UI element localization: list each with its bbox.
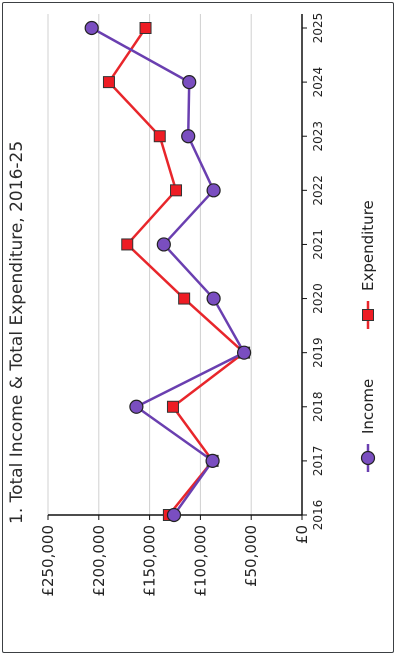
expenditure-legend-marker <box>362 309 374 321</box>
year-tick-label: 2016 <box>311 500 325 531</box>
income-line <box>91 26 246 516</box>
year-tick-label: 2022 <box>311 175 325 206</box>
income-legend-marker <box>360 450 376 466</box>
value-tick-label: £150,000 <box>141 525 159 597</box>
income-legend-label: Income <box>359 379 377 434</box>
year-tick-label: 2020 <box>311 283 325 314</box>
value-tick-label: £50,000 <box>242 525 260 587</box>
expenditure-point <box>102 76 115 89</box>
expenditure-point <box>178 292 191 305</box>
income-point <box>156 237 171 252</box>
year-tick-label: 2024 <box>311 67 325 98</box>
year-axis-ticks: 2016 2017 2018 2019 2020 2021 2022 2023 2024 2025 <box>302 13 325 531</box>
series-layer <box>84 20 252 523</box>
year-tick-label: 2019 <box>311 337 325 368</box>
income-point <box>182 75 197 90</box>
income-point <box>236 345 252 360</box>
income-point <box>206 183 221 198</box>
expenditure-point <box>139 22 152 34</box>
expenditure-legend-label: Expenditure <box>359 200 377 291</box>
expenditure-line <box>107 27 246 516</box>
legend: Income Expenditure <box>359 200 377 472</box>
axes <box>48 14 303 516</box>
expenditure-point <box>166 400 179 413</box>
year-tick-label: 2017 <box>311 446 325 477</box>
gridlines <box>47 14 252 515</box>
chart-frame <box>2 2 394 653</box>
income-point <box>84 20 99 36</box>
year-tick-label: 2021 <box>311 229 325 260</box>
expenditure-point <box>153 130 166 143</box>
income-point <box>181 129 196 144</box>
income-point <box>205 453 220 468</box>
value-tick-label: £100,000 <box>191 525 209 597</box>
expenditure-point <box>121 238 134 251</box>
value-tick-label: £200,000 <box>90 525 108 597</box>
year-tick-label: 2023 <box>311 121 325 152</box>
value-tick-label: £250,000 <box>39 525 57 597</box>
income-point <box>206 291 221 306</box>
chart-title: 1. Total Income & Total Expenditure, 201… <box>7 141 27 524</box>
year-tick-label: 2018 <box>311 392 325 423</box>
year-tick-label: 2025 <box>311 13 325 44</box>
value-tick-label: £0 <box>293 525 311 544</box>
expenditure-point <box>170 184 183 197</box>
income-point <box>129 399 144 414</box>
value-axis-ticks: £0 £50,000 £100,000 £150,000 £200,000 £250,00… <box>39 515 311 597</box>
income-point <box>166 507 182 523</box>
